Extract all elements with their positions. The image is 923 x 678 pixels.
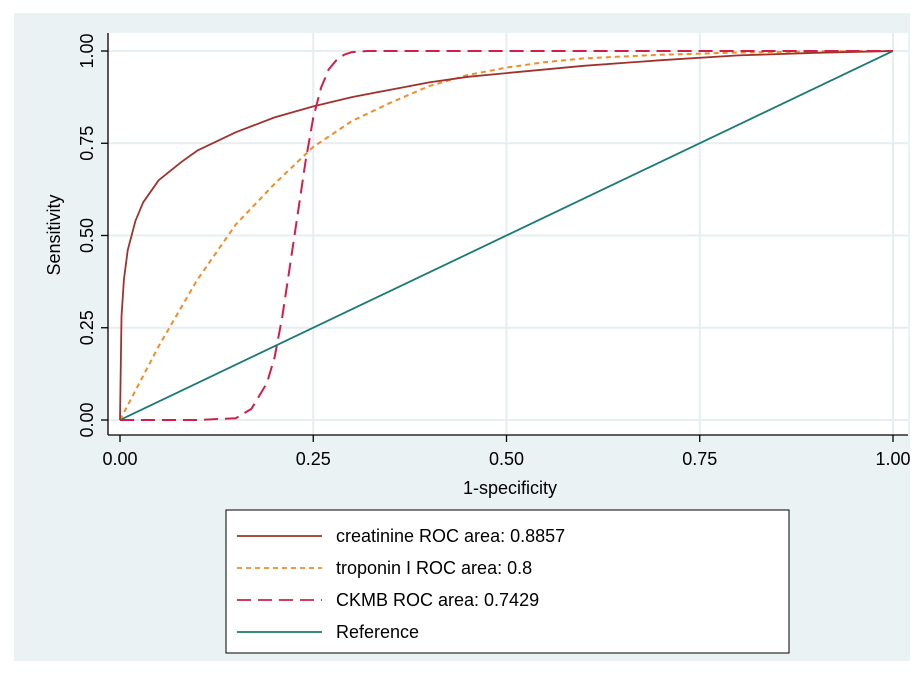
y-tick-label: 1.00 — [77, 33, 97, 68]
series-line-0 — [119, 50, 894, 421]
tick-labels: 0.00 0.25 0.50 0.75 1.00 0.00 0.25 0.50 0.75 1.00 — [77, 33, 911, 469]
y-tick-label: 0.00 — [77, 402, 97, 437]
legend: creatinine ROC area: 0.8857 troponin I RO… — [225, 509, 790, 654]
series-line-1 — [119, 50, 894, 421]
legend-box — [225, 509, 790, 654]
x-tick-label: 1.00 — [875, 449, 910, 469]
series-lines — [119, 50, 894, 421]
series-line-3 — [119, 50, 894, 421]
x-tick-label: 0.50 — [489, 449, 524, 469]
grid — [108, 33, 908, 435]
legend-entries: creatinine ROC area: 0.8857 troponin I RO… — [237, 526, 565, 642]
y-axis-label: Sensitivity — [44, 194, 64, 275]
y-tick-label: 0.75 — [77, 126, 97, 161]
legend-label: creatinine ROC area: 0.8857 — [336, 526, 565, 546]
legend-label: CKMB ROC area: 0.7429 — [336, 590, 539, 610]
series-line-2 — [120, 50, 893, 421]
legend-label: troponin I ROC area: 0.8 — [336, 558, 532, 578]
y-tick-label: 0.25 — [77, 310, 97, 345]
x-tick-label: 0.00 — [102, 449, 137, 469]
y-tick-label: 0.50 — [77, 218, 97, 253]
x-tick-label: 0.75 — [682, 449, 717, 469]
axes — [101, 33, 908, 442]
legend-label: Reference — [336, 622, 419, 642]
x-tick-label: 0.25 — [296, 449, 331, 469]
x-axis-label: 1-specificity — [463, 478, 557, 498]
